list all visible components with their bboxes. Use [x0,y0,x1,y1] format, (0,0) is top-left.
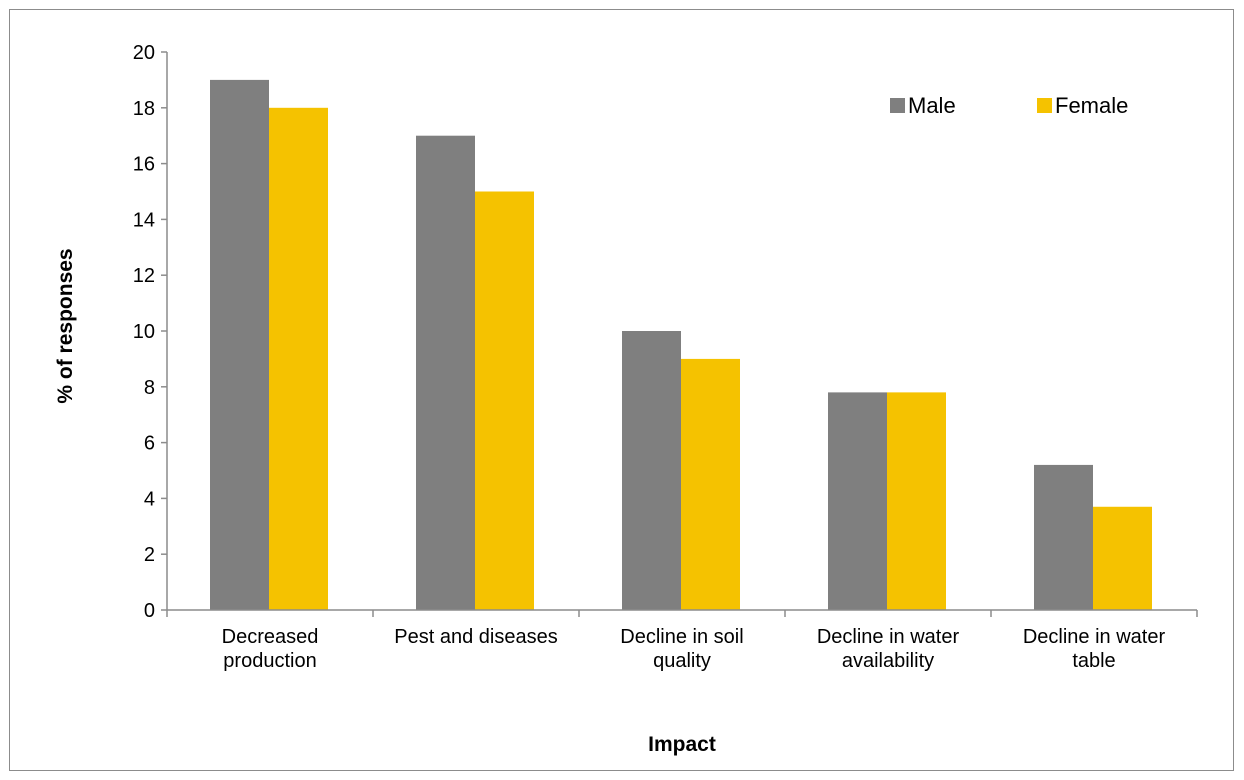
y-tick-label: 4 [144,488,155,510]
y-tick-label: 10 [133,321,155,343]
y-tick-label: 2 [144,544,155,566]
y-tick-label: 0 [144,600,155,622]
legend-swatch-female [1037,98,1052,113]
y-tick-label: 14 [133,209,155,231]
bar-male-4 [828,392,887,610]
bar-female-5 [1093,506,1152,610]
bar-female-4 [887,392,946,610]
bar-male-5 [1034,464,1093,610]
legend-label-male: Male [908,93,956,118]
bar-male-3 [622,331,681,610]
y-tick-label: 18 [133,98,155,120]
y-tick-label: 6 [144,433,155,455]
axes [161,51,1198,617]
x-category-label: Pest and diseases [394,626,557,648]
bar-female-2 [475,191,534,610]
y-axis-title: % of responses [54,248,77,403]
x-category-label: Decline in water table [1023,626,1166,672]
x-category-label: Decline in soil quality [620,626,743,672]
tick-labels: 0 2 4 6 8 10 12 14 16 18 20 Decreased production Pest… [133,42,1166,672]
y-tick-label: 20 [133,42,155,64]
bars [210,79,1152,611]
bar-female-1 [269,107,328,611]
bar-male-1 [210,79,269,610]
x-category-label: Decreased production [222,626,319,672]
bar-male-2 [416,135,475,610]
y-tick-label: 8 [144,377,155,399]
y-tick-label: 16 [133,154,155,176]
legend-label-female: Female [1055,93,1128,118]
x-axis-title: Impact [648,733,716,756]
bar-female-3 [681,358,740,610]
legend: Male Female [890,93,1128,118]
y-tick-label: 12 [133,265,155,287]
x-category-label: Decline in water availability [817,626,960,672]
legend-swatch-male [890,98,905,113]
